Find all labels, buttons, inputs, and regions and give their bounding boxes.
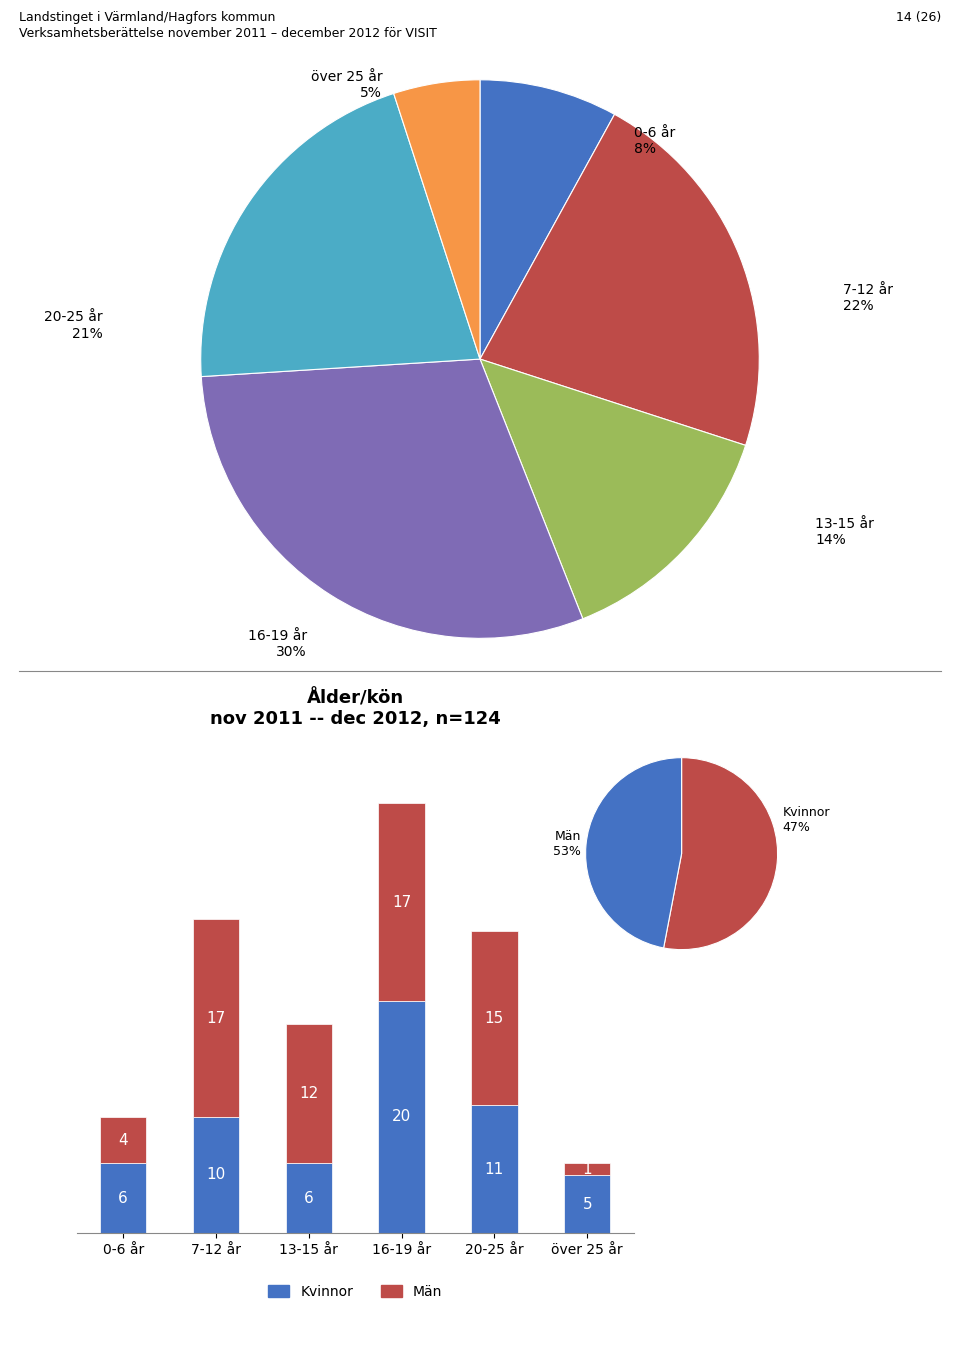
Wedge shape — [394, 80, 480, 359]
Text: 17: 17 — [206, 1011, 226, 1026]
Bar — [564, 1164, 611, 1175]
Text: 5: 5 — [583, 1196, 592, 1211]
Text: 20: 20 — [392, 1110, 411, 1125]
Bar — [286, 1164, 332, 1233]
Text: 6: 6 — [118, 1191, 128, 1206]
Bar — [378, 1001, 424, 1233]
Text: 13-15 år
14%: 13-15 år 14% — [815, 518, 874, 547]
Text: 17: 17 — [392, 894, 411, 909]
Text: Kvinnor
47%: Kvinnor 47% — [782, 806, 829, 835]
Bar — [100, 1164, 146, 1233]
Wedge shape — [202, 359, 583, 638]
Bar — [378, 804, 424, 1001]
Title: Ålder/kön
nov 2011 -- dec 2012, n=124: Ålder/kön nov 2011 -- dec 2012, n=124 — [210, 690, 500, 729]
Text: 16-19 år
30%: 16-19 år 30% — [248, 629, 307, 659]
Text: Män
53%: Män 53% — [553, 831, 581, 858]
Legend: Kvinnor, Män: Kvinnor, Män — [263, 1279, 447, 1304]
Text: 1: 1 — [583, 1161, 592, 1176]
Bar — [471, 931, 517, 1106]
Bar — [471, 1106, 517, 1233]
Text: 20-25 år
21%: 20-25 år 21% — [44, 310, 103, 340]
Text: 4: 4 — [118, 1133, 128, 1148]
Text: 12: 12 — [300, 1087, 319, 1102]
Text: 11: 11 — [485, 1161, 504, 1176]
Wedge shape — [586, 757, 682, 948]
Text: 15: 15 — [485, 1011, 504, 1026]
Bar — [564, 1175, 611, 1233]
Bar — [100, 1117, 146, 1164]
Bar — [286, 1024, 332, 1164]
Wedge shape — [663, 757, 778, 950]
Text: Landstinget i Värmland/Hagfors kommun: Landstinget i Värmland/Hagfors kommun — [19, 11, 276, 24]
Wedge shape — [480, 359, 746, 619]
Text: över 25 år
5%: över 25 år 5% — [311, 70, 382, 100]
Text: Verksamhetsberättelse november 2011 – december 2012 för VISIT: Verksamhetsberättelse november 2011 – de… — [19, 27, 437, 41]
Bar — [193, 1117, 239, 1233]
Wedge shape — [480, 80, 614, 359]
Bar — [193, 920, 239, 1117]
Text: 14 (26): 14 (26) — [896, 11, 941, 24]
Text: 7-12 år
22%: 7-12 år 22% — [843, 283, 893, 313]
Text: 10: 10 — [206, 1168, 226, 1183]
Text: 0-6 år
8%: 0-6 år 8% — [634, 126, 675, 156]
Text: 6: 6 — [304, 1191, 314, 1206]
Wedge shape — [201, 93, 480, 377]
Wedge shape — [480, 114, 759, 446]
